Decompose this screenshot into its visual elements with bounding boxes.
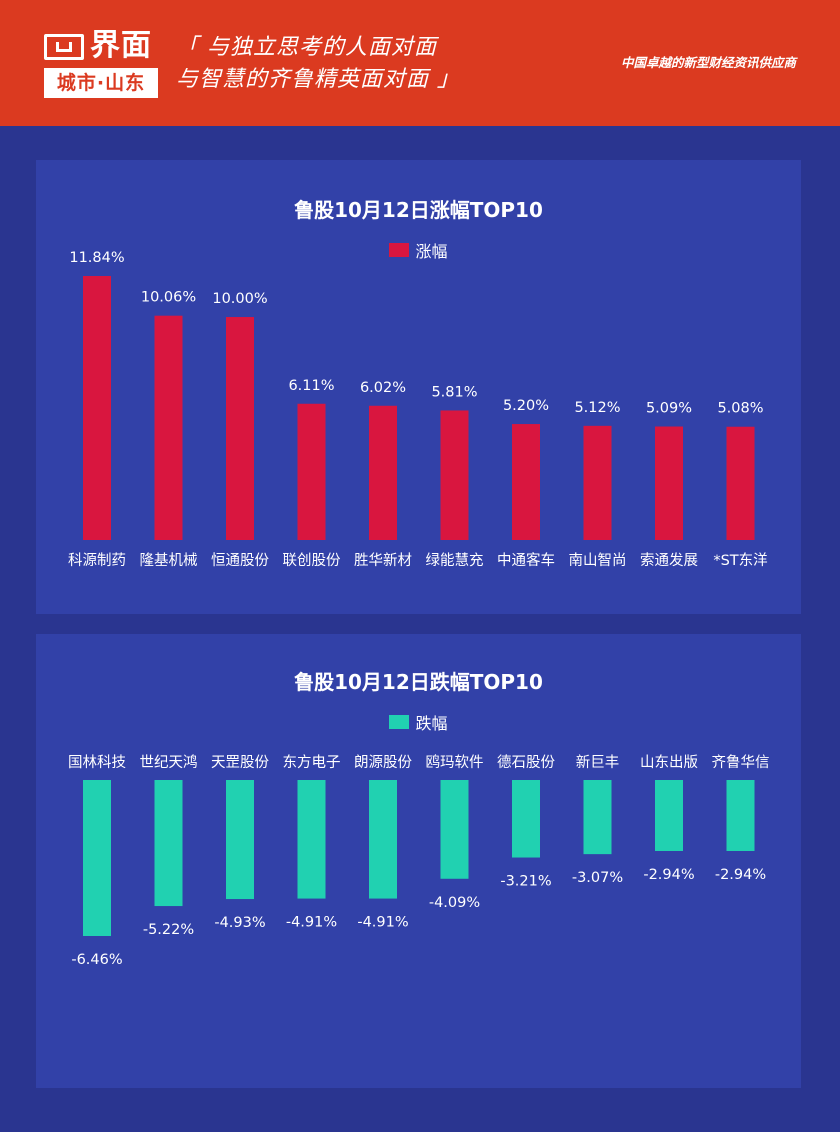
category-label: 索通发展 [640, 552, 698, 569]
data-label: 10.06% [141, 290, 196, 306]
bar-gain [583, 425, 612, 540]
bar-loss [83, 780, 111, 936]
category-label: 世纪天鸿 [140, 754, 198, 771]
category-label: 胜华新材 [354, 552, 412, 569]
slogan-line-2: 与智慧的齐鲁精英面对面 」 [176, 67, 460, 92]
bar-gain [83, 276, 111, 540]
category-label: 科源制药 [68, 552, 126, 569]
data-label: -2.94% [643, 867, 694, 883]
data-label: 6.02% [360, 380, 406, 396]
category-label: 联创股份 [283, 552, 341, 569]
chart-legend: 跌幅 [36, 710, 801, 734]
bar-gain [655, 426, 683, 540]
data-label: 10.00% [212, 291, 267, 307]
category-label: 南山智尚 [569, 552, 627, 569]
chart-legend: 涨幅 [36, 238, 801, 262]
category-label: 隆基机械 [140, 552, 198, 569]
data-label: -2.94% [715, 867, 766, 883]
bar-gain [369, 405, 397, 540]
bar-loss [583, 780, 612, 855]
logo-name: 界面 [90, 28, 152, 63]
bar-gain [512, 424, 540, 540]
losers-chart-panel: 鲁股10月12日跌幅TOP10 跌幅 -6.46% 国林科技 -5.22% 世纪天鸿 -… [36, 634, 801, 1088]
bar-gain [226, 317, 254, 540]
data-label: -4.93% [214, 915, 265, 931]
chart-title: 鲁股10月12日跌幅TOP10 [294, 670, 543, 694]
data-label: -3.07% [572, 870, 623, 886]
bar-gain [726, 426, 755, 540]
slogan-line-1: 「 与独立思考的人面对面 [176, 35, 437, 60]
bar-gain [154, 315, 183, 540]
gainers-chart-panel: 鲁股10月12日涨幅TOP10 涨幅 11.84% 科源制药 10.06% 隆基机械 1… [36, 160, 801, 614]
data-label: 5.20% [503, 398, 549, 414]
header-banner: 界面 城市·山东 「 与独立思考的人面对面 与智慧的齐鲁精英面对面 」 中国卓越… [0, 0, 840, 126]
data-label: 6.11% [288, 378, 334, 394]
bar-gain [297, 403, 326, 540]
logo-mark-icon [44, 34, 84, 60]
category-label: *ST东洋 [713, 552, 767, 569]
data-label: 11.84% [69, 250, 124, 266]
logo-subtitle: 城市·山东 [44, 68, 158, 98]
gainers-bar-chart: 11.84% 科源制药 10.06% 隆基机械 10.00% 恒通股份 6.11% 联创股份 6… [68, 250, 768, 569]
category-label: 国林科技 [68, 754, 126, 771]
bar-loss [512, 780, 540, 858]
category-label: 山东出版 [640, 754, 698, 771]
category-label: 齐鲁华信 [712, 754, 770, 771]
bar-loss [655, 780, 683, 851]
data-label: 5.12% [574, 400, 620, 416]
data-label: -3.21% [500, 874, 551, 890]
brand-logo: 界面 [44, 28, 160, 64]
bar-loss [440, 780, 469, 879]
category-label: 绿能慧充 [426, 552, 484, 569]
chart-title: 鲁股10月12日涨幅TOP10 [294, 198, 543, 222]
category-label: 德石股份 [497, 754, 555, 771]
legend-swatch [389, 715, 410, 729]
category-label: 天罡股份 [211, 754, 269, 771]
bar-loss [154, 780, 183, 907]
data-label: 5.81% [431, 384, 477, 400]
data-label: -4.91% [357, 915, 408, 931]
bar-loss [226, 780, 254, 900]
bar-gain [440, 410, 469, 540]
data-label: -4.09% [429, 895, 480, 911]
legend-label: 涨幅 [415, 242, 448, 261]
category-label: 东方电子 [283, 754, 341, 771]
data-label: 5.08% [717, 401, 763, 417]
data-label: -5.22% [143, 922, 194, 938]
legend-label: 跌幅 [415, 714, 448, 733]
category-label: 中通客车 [497, 552, 555, 569]
data-label: 5.09% [646, 401, 692, 417]
bar-loss [726, 780, 755, 851]
losers-bar-chart: -6.46% 国林科技 -5.22% 世纪天鸿 -4.93% 天罡股份 -4.91% 东方电子… [68, 754, 770, 968]
bar-loss [369, 780, 397, 899]
category-label: 鸥玛软件 [426, 754, 484, 771]
data-label: -6.46% [71, 952, 122, 968]
category-label: 新巨丰 [576, 754, 620, 771]
legend-swatch [389, 243, 410, 257]
category-label: 恒通股份 [211, 552, 269, 569]
bar-loss [297, 780, 326, 899]
tagline: 中国卓越的新型财经资讯供应商 [620, 55, 796, 70]
data-label: -4.91% [286, 915, 337, 931]
category-label: 朗源股份 [354, 754, 412, 771]
